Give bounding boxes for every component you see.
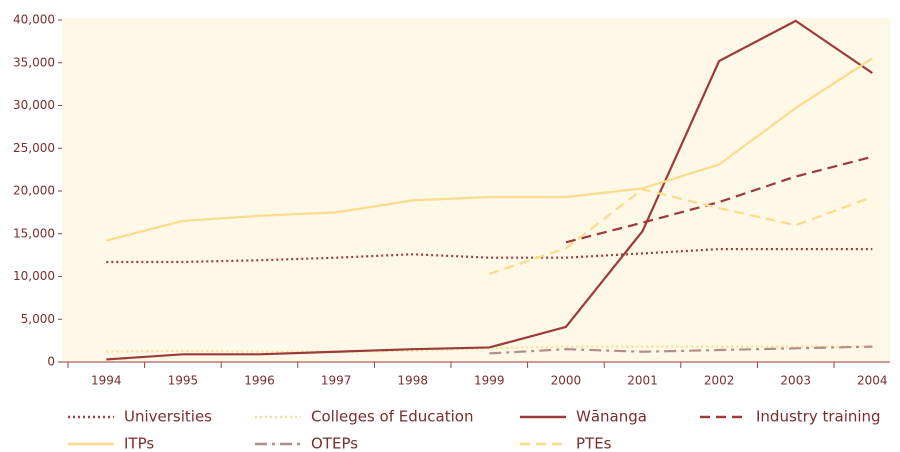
- y-tick-label: 35,000: [13, 55, 55, 69]
- legend-label: Colleges of Education: [311, 408, 473, 426]
- legend-label: Industry training: [756, 408, 881, 426]
- series-line: [565, 155, 873, 244]
- legend-label: Wānanga: [576, 408, 647, 426]
- series-line: [489, 345, 873, 355]
- y-tick-label: 10,000: [13, 269, 55, 283]
- plot-background: [62, 18, 890, 362]
- series-line: [106, 57, 873, 242]
- x-tick-label: 1998: [397, 374, 428, 388]
- x-tick-label: 1999: [474, 374, 505, 388]
- y-tick-label: 20,000: [13, 184, 55, 198]
- y-tick-label: 0: [47, 355, 55, 369]
- x-tick-label: 1995: [168, 374, 199, 388]
- legend-label: PTEs: [576, 435, 612, 452]
- y-tick-label: 25,000: [13, 141, 55, 155]
- x-tick-label: 2003: [780, 374, 811, 388]
- y-tick-label: 30,000: [13, 98, 55, 112]
- x-tick-label: 1997: [321, 374, 352, 388]
- x-tick-label: 2000: [551, 374, 582, 388]
- series-line: [488, 188, 873, 275]
- y-tick-label: 40,000: [13, 13, 55, 27]
- x-tick-label: 2001: [627, 374, 658, 388]
- y-tick-label: 15,000: [13, 226, 55, 240]
- series-line: [106, 19, 873, 361]
- x-tick-label: 2004: [857, 374, 888, 388]
- y-tick-label: 5,000: [21, 312, 55, 326]
- x-tick-label: 1996: [244, 374, 275, 388]
- legend-label: ITPs: [124, 435, 154, 452]
- legend-label: OTEPs: [311, 435, 358, 452]
- legend-label: Universities: [124, 408, 212, 426]
- x-tick-label: 1994: [91, 374, 122, 388]
- x-tick-label: 2002: [704, 374, 735, 388]
